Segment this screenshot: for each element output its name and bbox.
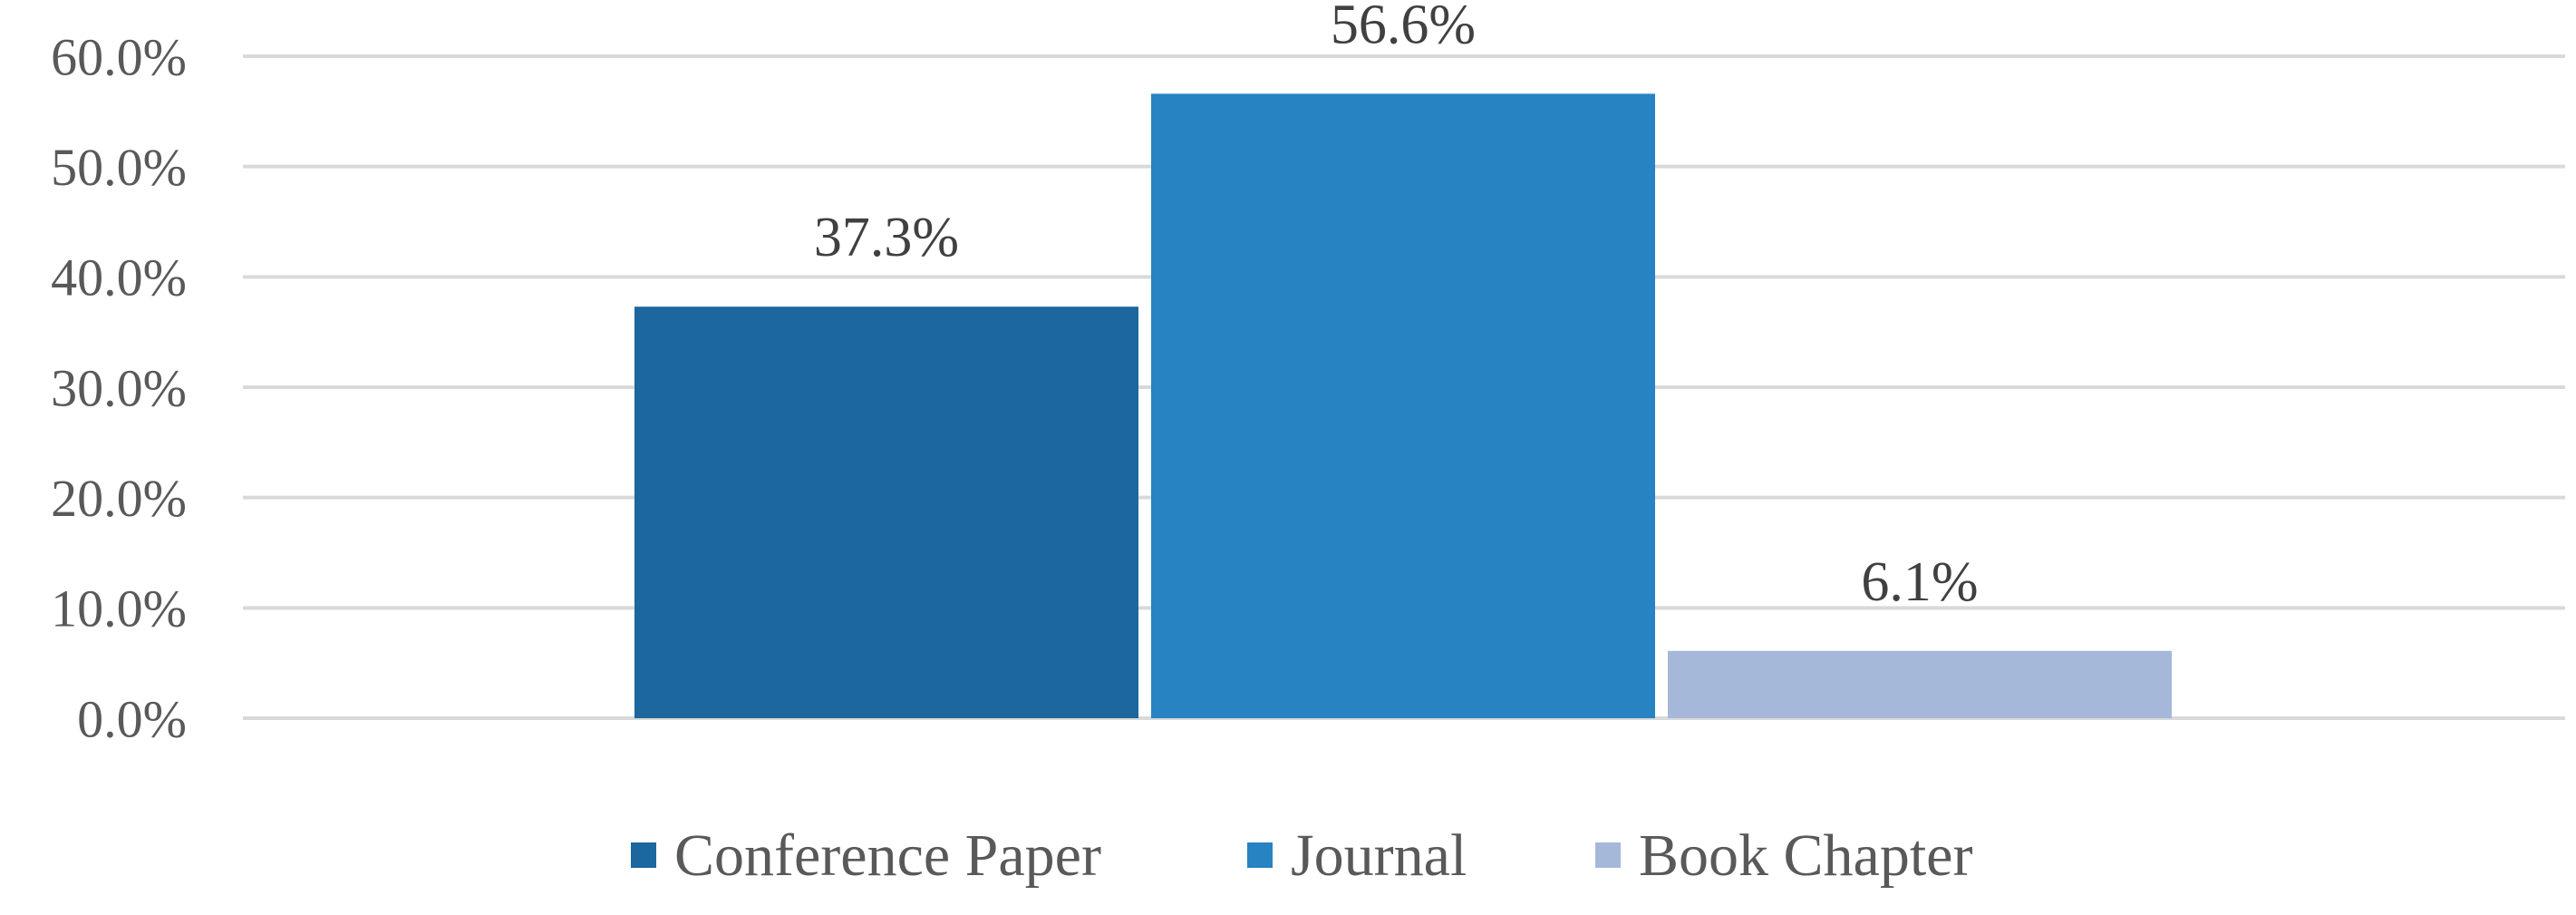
y-tick-label: 30.0% [51, 358, 187, 417]
data-label: 6.1% [1861, 551, 1978, 613]
bar-journal [1151, 93, 1655, 718]
legend-swatch [1595, 842, 1621, 868]
legend: Conference Paper Journal Book Chapter [631, 823, 1972, 889]
y-tick-label: 40.0% [51, 248, 187, 307]
y-tick-label: 10.0% [51, 579, 187, 638]
y-tick-label: 20.0% [51, 469, 187, 528]
y-tick-label: 50.0% [51, 138, 187, 197]
bar-book-chapter [1668, 650, 2172, 718]
y-tick-label: 60.0% [51, 27, 187, 86]
legend-label: Journal [1291, 823, 1467, 889]
bar-conference-paper [634, 307, 1138, 718]
data-label: 56.6% [1331, 0, 1476, 55]
legend-swatch [1247, 842, 1273, 868]
y-tick-label: 0.0% [77, 689, 187, 748]
y-axis-tick-labels: 0.0% 10.0% 20.0% 30.0% 40.0% 50.0% 60.0% [51, 27, 187, 748]
data-label: 37.3% [814, 207, 959, 268]
data-labels: 37.3% 56.6% 6.1% [814, 0, 1979, 613]
legend-swatch [631, 842, 656, 868]
legend-label: Conference Paper [674, 823, 1101, 889]
bars [634, 93, 2172, 718]
legend-label: Book Chapter [1639, 823, 1972, 889]
